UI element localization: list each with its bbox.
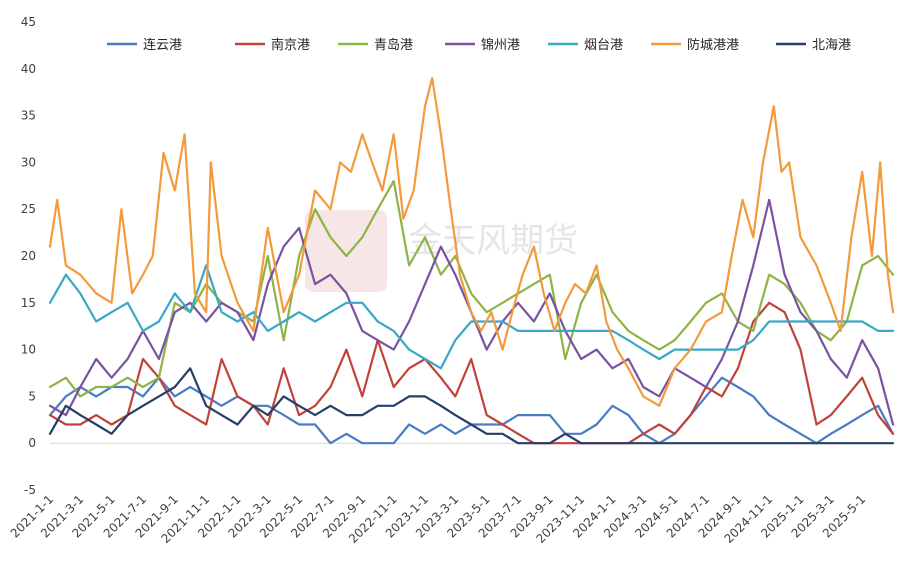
series-line-5 xyxy=(48,77,895,407)
watermark-logo xyxy=(305,210,387,292)
series-line-0 xyxy=(48,376,895,445)
watermark: 金天风期货 xyxy=(305,210,578,292)
y-tick-label: 35 xyxy=(21,109,36,123)
y-tick-label: 40 xyxy=(21,62,36,76)
y-tick-label: 5 xyxy=(28,389,36,403)
x-axis: 2021-1-12021-3-12021-5-12021-7-12021-9-1… xyxy=(8,492,869,546)
y-tick-label: 15 xyxy=(21,296,36,310)
legend: 连云港 南京港 青岛港 锦州港 烟台港 防城港港 北海港 xyxy=(107,37,851,53)
legend-label: 南京港 xyxy=(271,37,310,53)
y-tick-label: 20 xyxy=(21,249,36,263)
legend-label: 北海港 xyxy=(812,38,851,53)
y-tick-label: -5 xyxy=(24,483,36,497)
y-tick-label: 25 xyxy=(21,202,36,216)
legend-label: 连云港 xyxy=(143,37,182,53)
y-tick-label: 0 xyxy=(28,436,36,450)
legend-label: 青岛港 xyxy=(374,37,413,53)
series-line-1 xyxy=(48,301,895,445)
y-axis: -5 0 5 10 15 20 25 30 35 40 45 xyxy=(21,15,36,497)
y-tick-label: 45 xyxy=(21,15,36,29)
series-line-6 xyxy=(48,367,895,445)
legend-label: 锦州港 xyxy=(481,38,520,53)
y-tick-label: 30 xyxy=(21,155,36,169)
y-tick-label: 10 xyxy=(21,343,36,357)
series-line-4 xyxy=(48,264,895,370)
series-lines xyxy=(48,77,895,445)
watermark-text: 金天风期货 xyxy=(408,221,578,261)
legend-label: 防城港港 xyxy=(687,37,739,53)
legend-label: 烟台港 xyxy=(584,38,623,53)
